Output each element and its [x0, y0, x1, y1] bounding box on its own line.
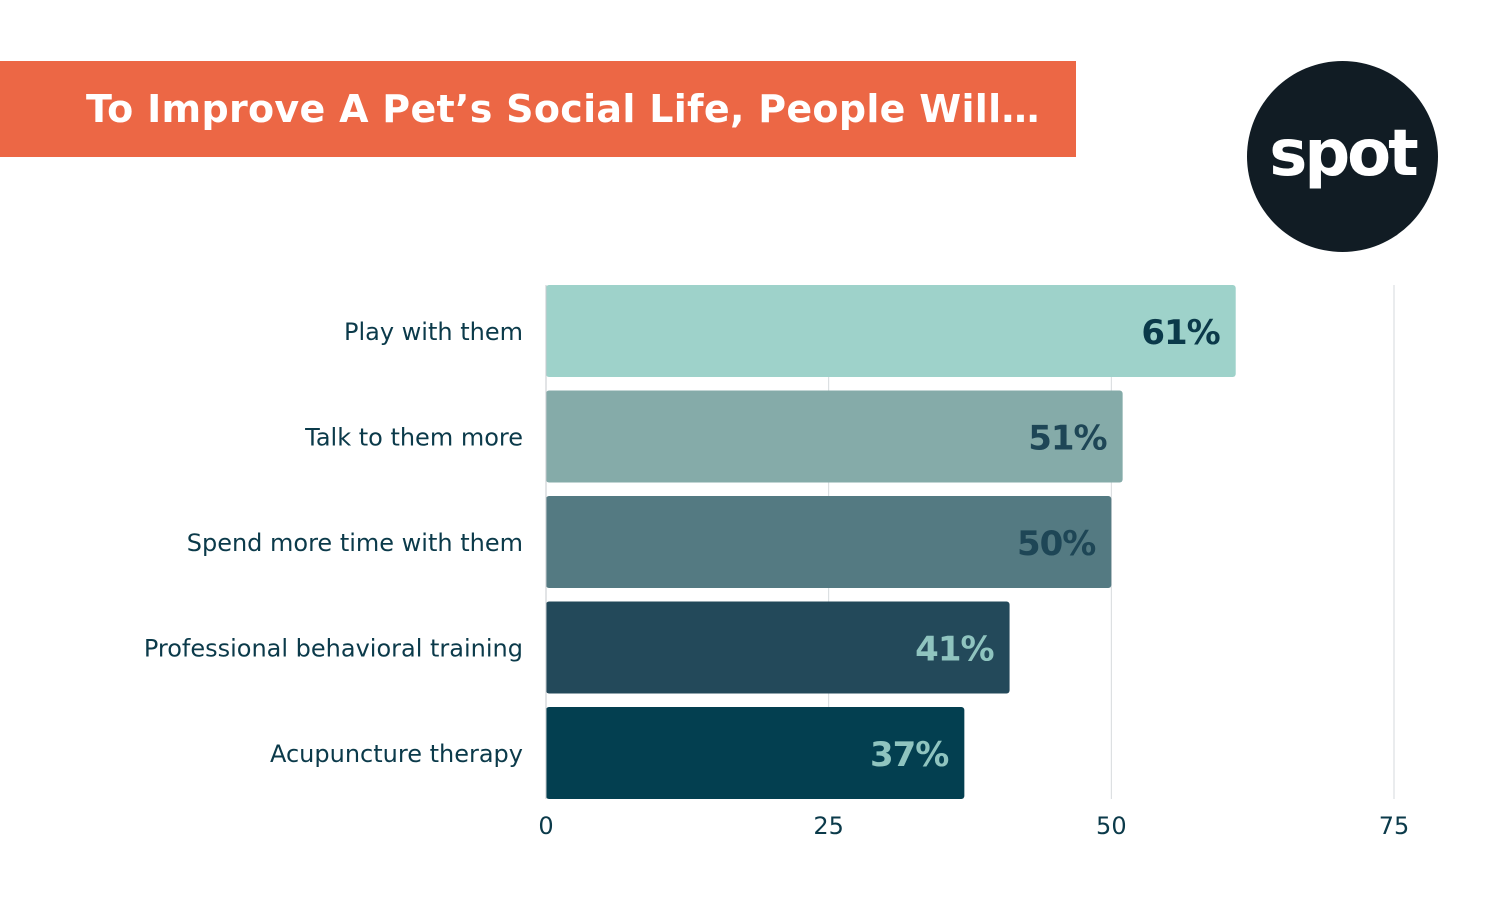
data-label: 37% [870, 735, 948, 775]
category-label: Spend more time with them [187, 529, 523, 557]
x-tick-label: 25 [813, 812, 844, 840]
category-label: Acupuncture therapy [270, 740, 523, 768]
title-banner: To Improve A Pet’s Social Life, People W… [0, 61, 1076, 157]
category-label: Professional behavioral training [144, 635, 523, 663]
data-label: 41% [915, 630, 993, 670]
category-label: Play with them [344, 318, 523, 346]
bar [546, 390, 1123, 483]
bar [546, 285, 1236, 377]
logo-text: spot [1269, 117, 1418, 191]
data-label: 50% [1017, 524, 1095, 564]
bar [546, 707, 965, 799]
data-label: 61% [1141, 313, 1219, 353]
spot-logo: spot [1247, 61, 1438, 252]
x-tick-label: 0 [538, 812, 553, 840]
x-tick-label: 75 [1379, 812, 1410, 840]
x-tick-label: 50 [1096, 812, 1127, 840]
bar [546, 601, 1010, 694]
data-label: 51% [1028, 419, 1106, 459]
bar [546, 496, 1112, 588]
chart-title: To Improve A Pet’s Social Life, People W… [86, 87, 1040, 131]
category-label: Talk to them more [304, 424, 523, 452]
